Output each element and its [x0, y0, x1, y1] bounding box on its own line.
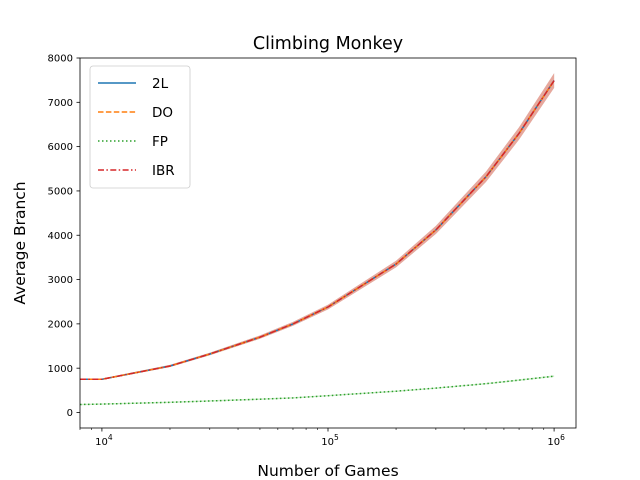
- chart-title: Climbing Monkey: [253, 34, 403, 54]
- band-fp: [80, 375, 555, 406]
- legend-label-fp: FP: [152, 134, 168, 150]
- series-line-ibr: [80, 80, 555, 381]
- y-tick-label: 3000: [48, 275, 73, 286]
- legend-label-do: DO: [152, 105, 173, 121]
- x-tick-label: 105: [321, 433, 339, 448]
- y-axis-ticks: 0 1000 2000 3000 4000 5000 6000 7000 8000: [48, 54, 80, 419]
- y-tick-label: 1000: [48, 364, 73, 375]
- legend-label-2l: 2L: [152, 76, 169, 92]
- series-lines: [79, 80, 555, 406]
- y-tick-label: 6000: [48, 142, 73, 153]
- legend: 2L DO FP IBR: [89, 65, 191, 189]
- y-tick-label: 4000: [48, 231, 73, 242]
- y-tick-label: 5000: [48, 187, 73, 198]
- legend-box: [89, 65, 191, 189]
- y-tick-label: 2000: [48, 319, 73, 330]
- y-tick-label: 8000: [48, 54, 73, 65]
- x-axis-label: Number of Games: [257, 462, 398, 480]
- y-axis-label: Average Branch: [11, 181, 29, 304]
- x-tick-label: 106: [547, 433, 565, 448]
- legend-label-ibr: IBR: [152, 163, 175, 179]
- series-line-fp: [79, 375, 555, 406]
- x-tick-label: 104: [95, 433, 113, 448]
- x-axis-ticks: 104 105 106: [79, 428, 565, 448]
- y-tick-label: 7000: [48, 98, 73, 109]
- y-tick-label: 0: [67, 408, 73, 419]
